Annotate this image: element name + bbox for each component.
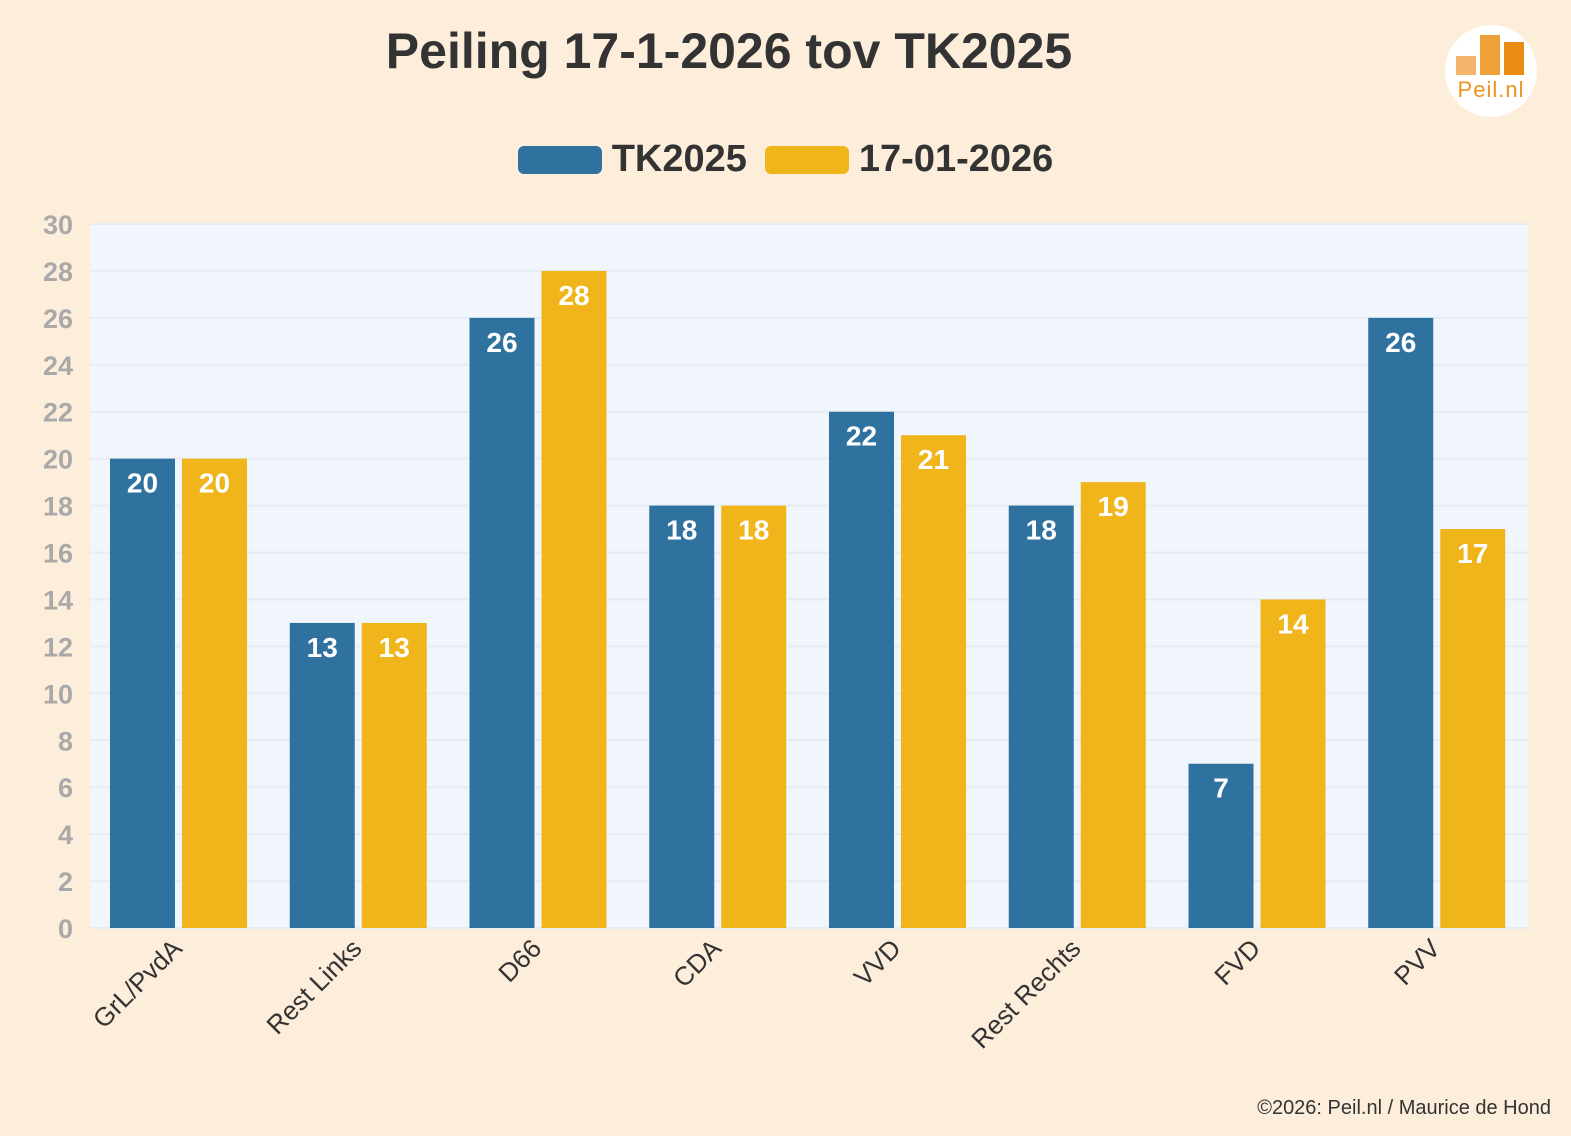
y-tick-label: 26	[43, 304, 73, 334]
bar-tk2025	[1368, 317, 1434, 928]
legend-item-tk2025: TK2025	[517, 138, 747, 181]
x-category-label: CDA	[667, 933, 727, 993]
bar-17-01-2026	[1260, 599, 1326, 928]
x-category-label: FVD	[1208, 933, 1266, 991]
y-tick-label: 2	[58, 867, 73, 897]
y-tick-label: 24	[43, 351, 73, 381]
y-tick-label: 16	[43, 539, 73, 569]
logo-bar-icon	[1480, 35, 1500, 75]
x-category-label: GrL/PvdA	[87, 933, 188, 1034]
bar-17-01-2026	[1080, 482, 1146, 928]
bar-value-label: 13	[307, 632, 338, 663]
y-tick-label: 18	[43, 492, 73, 522]
bar-tk2025	[649, 505, 715, 928]
chart-legend: TK2025 17-01-2026	[0, 138, 1571, 181]
legend-label-peiling: 17-01-2026	[858, 138, 1054, 180]
bar-value-label: 26	[486, 327, 517, 358]
y-tick-label: 30	[43, 210, 73, 240]
y-tick-label: 14	[43, 585, 73, 615]
bar-value-label: 14	[1277, 608, 1309, 639]
copyright-footer: ©2026: Peil.nl / Maurice de Hond	[1257, 1097, 1551, 1119]
bar-17-01-2026	[361, 622, 427, 928]
y-tick-label: 28	[43, 257, 73, 287]
bar-value-label: 20	[199, 468, 230, 499]
bar-value-label: 18	[1026, 515, 1057, 546]
bar-tk2025	[1008, 505, 1074, 928]
bar-value-label: 18	[666, 515, 697, 546]
chart-title: Peiling 17-1-2026 tov TK2025	[385, 23, 1073, 79]
bar-tk2025	[110, 458, 175, 928]
y-tick-label: 20	[43, 445, 73, 475]
bar-17-01-2026	[182, 458, 247, 928]
x-category-label: Rest Rechts	[965, 933, 1086, 1054]
legend-item-peiling: 17-01-2026	[764, 138, 1054, 181]
bar-value-label: 19	[1098, 491, 1129, 522]
bar-value-label: 17	[1457, 538, 1488, 569]
logo-bar-icon	[1456, 56, 1476, 75]
y-tick-label: 22	[43, 398, 73, 428]
legend-swatch-tk2025	[517, 145, 602, 174]
x-category-label: Rest Links	[260, 933, 367, 1040]
bar-value-label: 18	[738, 515, 769, 546]
y-tick-label: 0	[58, 914, 73, 944]
bar-tk2025	[469, 317, 535, 928]
x-category-label: PVV	[1388, 933, 1446, 991]
bar-17-01-2026	[541, 270, 607, 928]
x-category-label: VVD	[848, 933, 907, 992]
y-tick-label: 12	[43, 632, 73, 662]
bar-value-label: 28	[558, 280, 589, 311]
logo-bar-icon	[1504, 42, 1524, 75]
bar-tk2025	[289, 622, 355, 928]
legend-swatch-peiling	[764, 145, 849, 174]
bar-value-label: 22	[846, 421, 877, 452]
bar-17-01-2026	[721, 505, 787, 928]
y-tick-label: 6	[58, 773, 73, 803]
bar-tk2025	[1188, 763, 1254, 928]
bar-value-label: 21	[918, 444, 949, 475]
y-tick-label: 4	[58, 820, 73, 850]
bar-value-label: 7	[1213, 773, 1229, 804]
bar-value-label: 26	[1385, 327, 1416, 358]
bar-value-label: 20	[127, 468, 158, 499]
bar-17-01-2026	[901, 435, 966, 928]
bar-value-label: 13	[379, 632, 410, 663]
y-tick-label: 8	[58, 726, 73, 756]
x-category-label: D66	[492, 933, 547, 988]
legend-label-tk2025: TK2025	[611, 138, 747, 180]
bar-17-01-2026	[1440, 529, 1506, 928]
bar-tk2025	[829, 411, 894, 928]
peil-logo: Peil.nl	[1445, 25, 1537, 117]
logo-text: Peil.nl	[1457, 77, 1525, 102]
y-tick-label: 10	[43, 679, 73, 709]
